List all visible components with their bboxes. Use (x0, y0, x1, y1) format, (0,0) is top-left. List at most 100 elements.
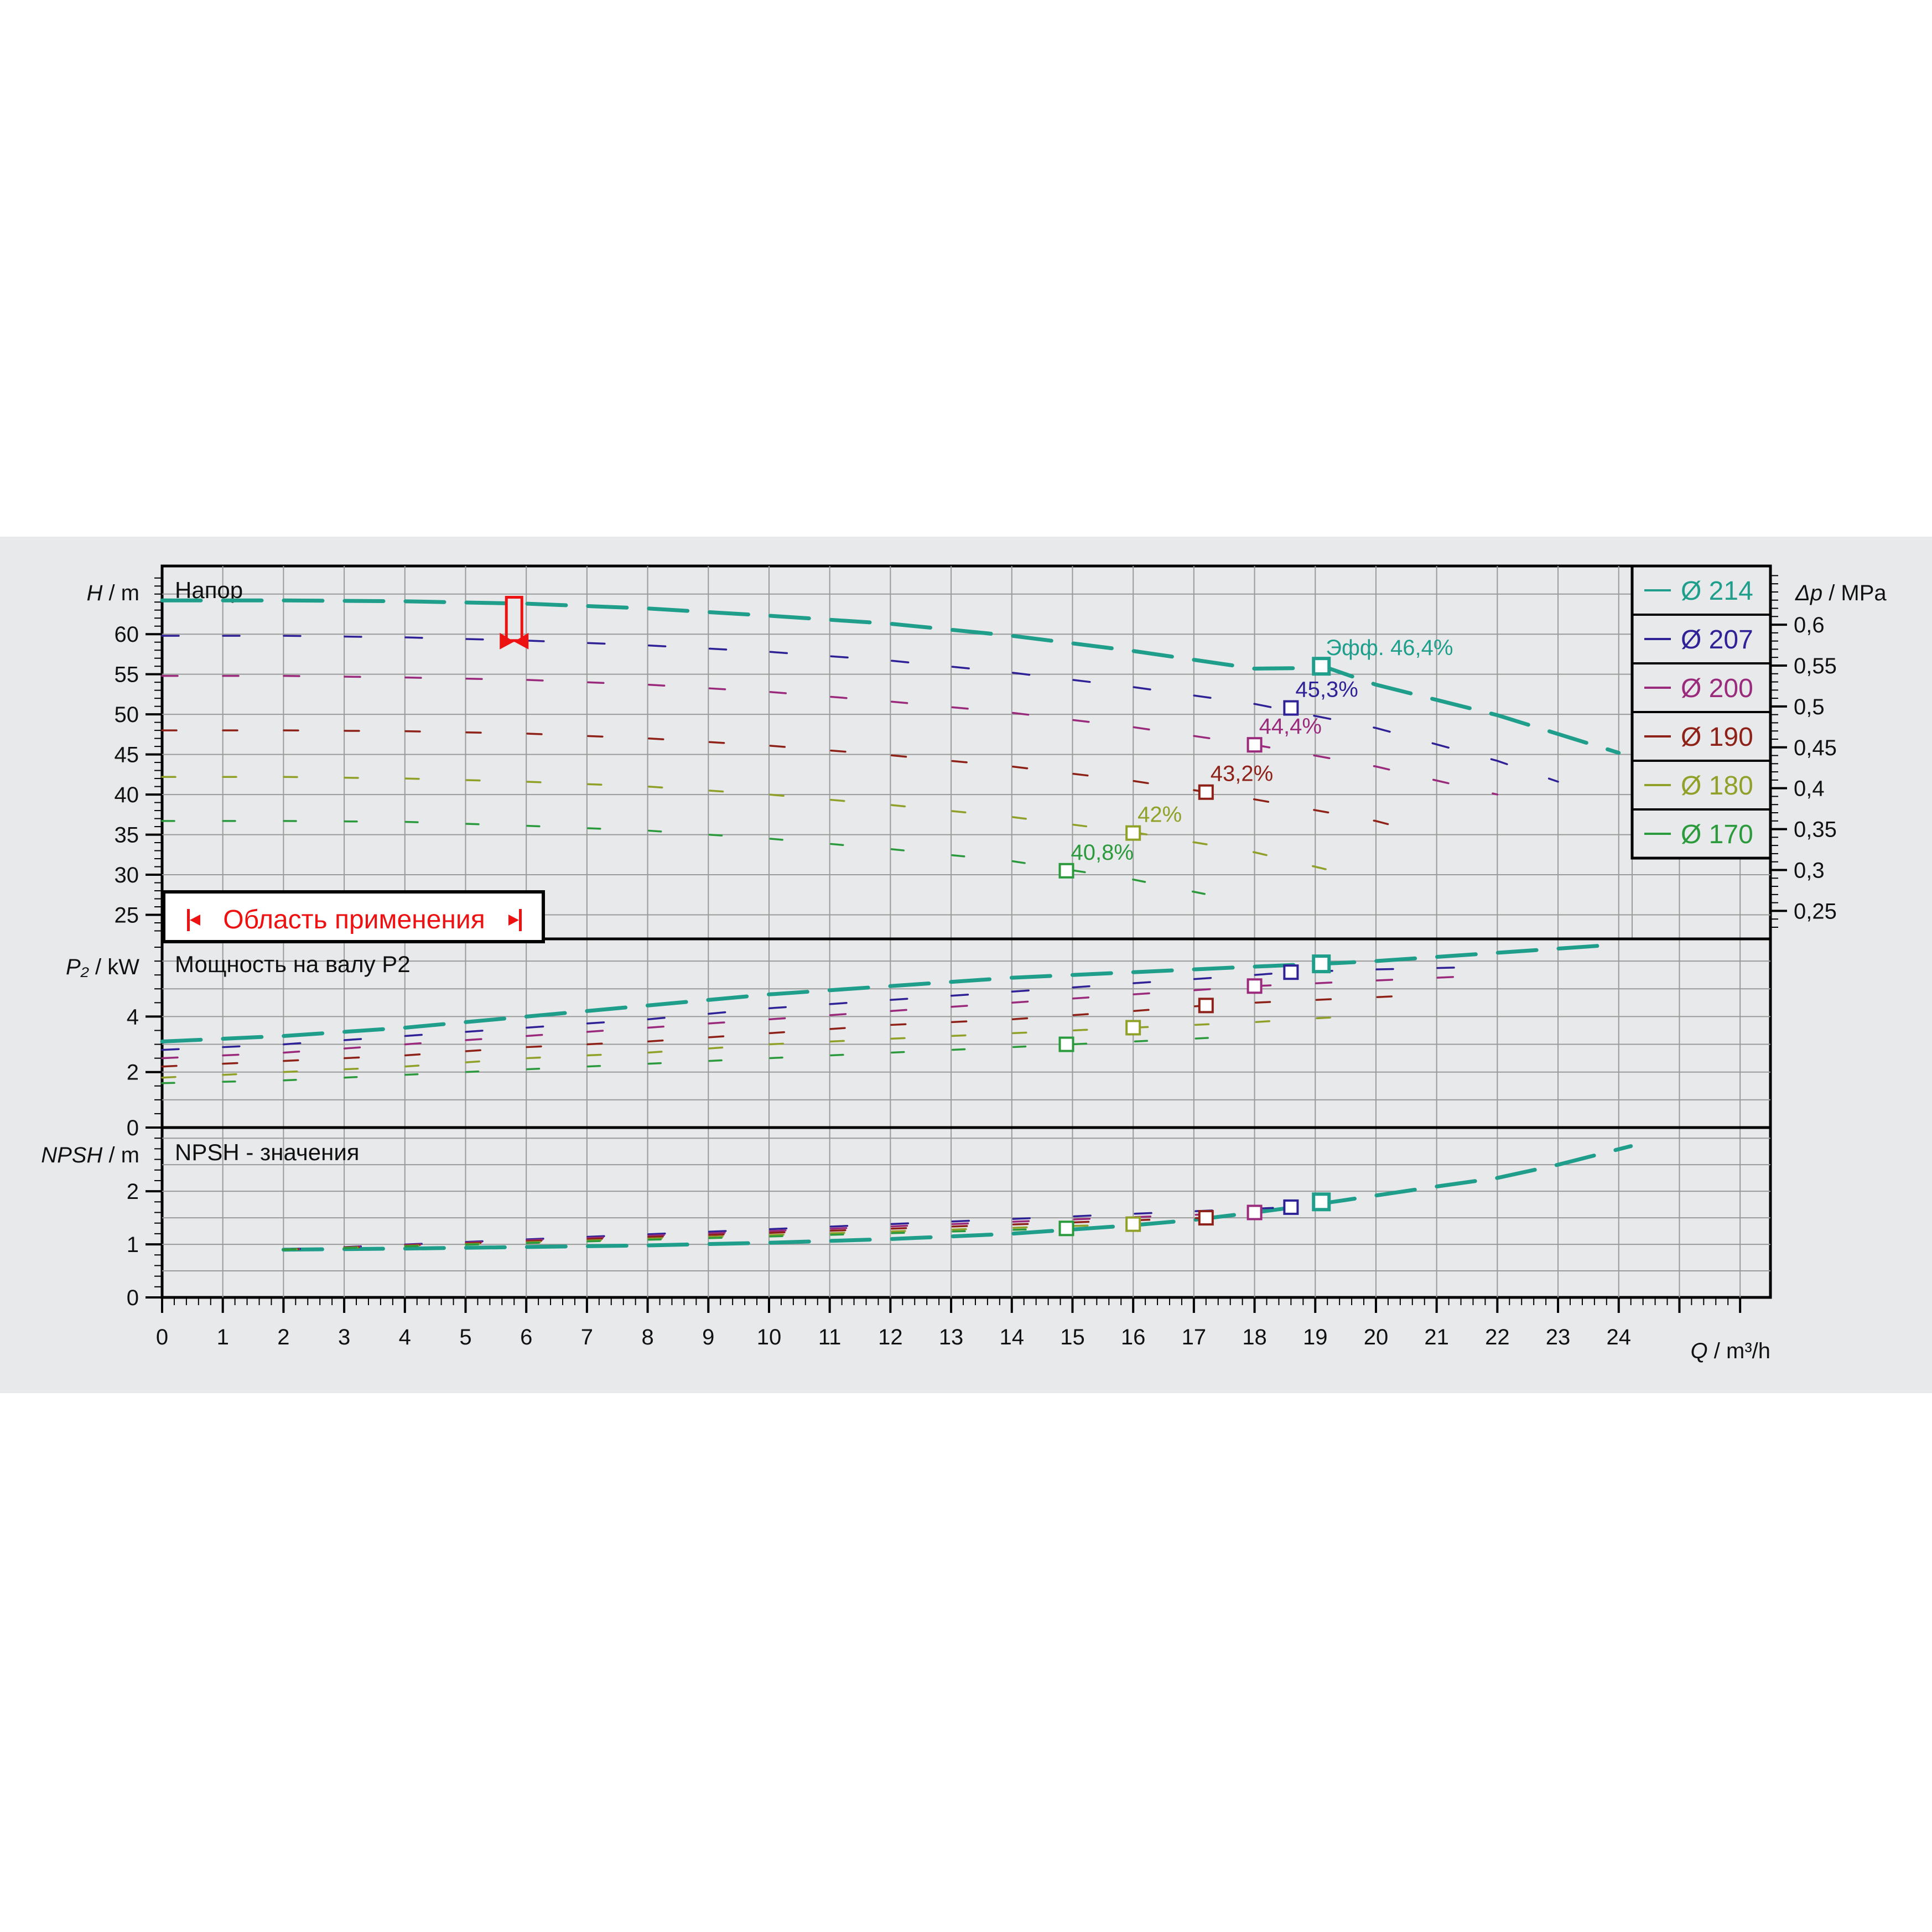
x-tick-label: 14 (1000, 1325, 1025, 1349)
x-tick-label: 4 (399, 1325, 411, 1349)
head-efficiency-label: 43,2% (1211, 762, 1273, 786)
pump-curve-chart: 25 30 35 40 45 50 55 60 0 2 4 0 1 2 0,25 0,3 0,35 0,4 0,45… (0, 537, 1932, 1393)
head-curve-214 (160, 598, 1621, 755)
pressure-y-tick-label: 0,3 (1794, 858, 1825, 882)
head-efficiency-label: 40,8% (1071, 840, 1134, 865)
range-marker-stem (505, 596, 523, 642)
grid (162, 566, 1770, 1297)
npsh-y-axis-unit: / m (102, 1143, 139, 1167)
pressure-y-tick-label: 0,45 (1794, 736, 1837, 760)
x-tick-label: 17 (1182, 1325, 1207, 1349)
x-axis-label: Q / m³/h (1691, 1339, 1770, 1363)
pressure-y-axis-label: Δp / MPa (1795, 581, 1887, 605)
head-efficiency-label: 44,4% (1259, 714, 1322, 739)
pressure-y-tick-label: 0,4 (1794, 777, 1825, 801)
x-tick-label: 1 (217, 1325, 229, 1349)
x-tick-label: 8 (641, 1325, 653, 1349)
pressure-y-tick-label: 0,25 (1794, 899, 1837, 923)
x-tick-label: 3 (338, 1325, 350, 1349)
bep-layer: Эфф. 46,4% 45,3% 44,4% 43,2% 42%40,8% (1058, 636, 1453, 1237)
head-y-tick-label: 55 (115, 663, 139, 687)
power-curve-207 (161, 965, 1499, 1051)
x-tick-label: 15 (1060, 1325, 1085, 1349)
npsh-chart-title: NPSH - значения (175, 1139, 360, 1165)
head-y-tick-label: 30 (115, 863, 139, 887)
x-tick-label: 18 (1242, 1325, 1267, 1349)
head-efficiency-label: 45,3% (1295, 678, 1358, 702)
application-range-label: Область применения (223, 905, 485, 934)
head-bep-marker (1198, 784, 1214, 800)
x-tick-label: 2 (277, 1325, 289, 1349)
application-range-box: Область применения (162, 890, 545, 943)
range-start-marker (500, 596, 529, 650)
power-curve-214 (160, 942, 1621, 1043)
npsh-curve-207 (282, 1206, 1292, 1251)
range-marker-arrow-left (500, 632, 515, 650)
pressure-y-tick-label: 0,35 (1794, 818, 1837, 842)
npsh-bep-marker (1125, 1216, 1141, 1232)
x-axis-var: Q (1691, 1339, 1708, 1363)
power-bep-marker (1247, 978, 1263, 994)
head-bep-marker (1058, 863, 1074, 879)
npsh-y-axis-label: NPSH / m (41, 1143, 139, 1167)
x-tick-label: 5 (459, 1325, 471, 1349)
npsh-bep-marker (1247, 1204, 1263, 1221)
legend: Ø 214 Ø 207 Ø 200 Ø 190 Ø 180 Ø 170 (1630, 564, 1772, 860)
pressure-y-axis-unit: / MPa (1822, 581, 1887, 605)
power-y-tick-label: 2 (127, 1061, 139, 1085)
power-y-tick-label: 0 (127, 1116, 139, 1140)
head-y-tick-label: 45 (115, 743, 139, 767)
power-y-tick-label: 4 (127, 1005, 139, 1029)
npsh-y-tick-label: 0 (127, 1286, 139, 1310)
power-bep-marker (1125, 1020, 1141, 1036)
head-y-tick-label: 50 (115, 703, 139, 727)
head-bep-marker (1283, 700, 1299, 716)
pressure-y-axis-var: Δp (1795, 581, 1822, 605)
head-curve-207 (161, 635, 1559, 783)
power-curve-200 (161, 974, 1499, 1060)
head-y-axis-label: H / m (86, 581, 139, 605)
power-bep-marker (1058, 1036, 1074, 1052)
legend-entry: Ø 190 (1681, 723, 1753, 752)
pressure-y-tick-label: 0,5 (1794, 695, 1825, 719)
x-tick-label: 19 (1303, 1325, 1328, 1349)
x-tick-label: 6 (520, 1325, 532, 1349)
head-y-tick-label: 25 (115, 903, 139, 928)
npsh-curve-214 (281, 1144, 1633, 1252)
x-tick-label: 12 (878, 1325, 903, 1349)
power-y-axis-var: P₂ (66, 955, 89, 979)
npsh-bep-marker (1058, 1221, 1074, 1237)
x-tick-label: 21 (1424, 1325, 1449, 1349)
x-tick-label: 7 (581, 1325, 593, 1349)
power-curve-170 (161, 1035, 1250, 1084)
x-axis-unit: / m³/h (1708, 1339, 1770, 1363)
npsh-y-axis-var: NPSH (41, 1143, 102, 1167)
power-chart-title: Мощность на валу P2 (175, 951, 411, 977)
head-bep-marker (1125, 825, 1141, 841)
npsh-y-tick-label: 1 (127, 1233, 139, 1257)
x-tick-label: 22 (1485, 1325, 1510, 1349)
x-tick-label: 16 (1121, 1325, 1146, 1349)
head-bep-marker (1247, 737, 1263, 753)
x-tick-label: 24 (1607, 1325, 1632, 1349)
power-y-axis-label: P₂ / kW (66, 955, 139, 979)
legend-entry: Ø 214 (1681, 577, 1753, 606)
npsh-bep-marker (1198, 1210, 1214, 1226)
legend-entry: Ø 170 (1681, 820, 1753, 849)
chart-svg: 25303540455055600240120,250,30,350,40,45… (41, 564, 1887, 1363)
head-y-axis-unit: / m (102, 581, 139, 605)
head-efficiency-label: 42% (1138, 803, 1182, 827)
head-y-tick-label: 60 (115, 622, 139, 647)
pressure-y-tick-label: 0,55 (1794, 654, 1837, 678)
head-y-tick-label: 35 (115, 823, 139, 848)
axes: 25303540455055600240120,250,30,350,40,45… (115, 575, 1837, 1349)
x-tick-label: 20 (1364, 1325, 1389, 1349)
x-tick-label: 10 (757, 1325, 782, 1349)
power-bep-marker (1198, 998, 1214, 1014)
x-tick-label: 11 (818, 1325, 842, 1349)
legend-entry: Ø 200 (1681, 674, 1753, 703)
npsh-bep-marker (1283, 1199, 1299, 1215)
legend-entry: Ø 207 (1681, 625, 1753, 655)
x-tick-label: 0 (156, 1325, 168, 1349)
head-y-tick-label: 40 (115, 783, 139, 807)
